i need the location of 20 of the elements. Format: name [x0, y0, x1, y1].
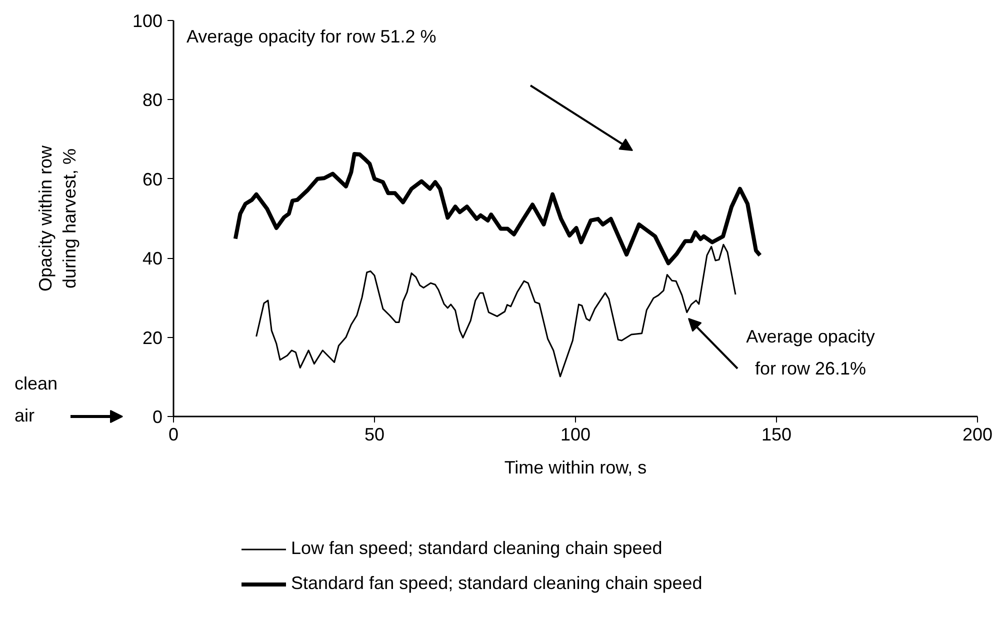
legend-label: Low fan speed; standard cleaning chain speed [291, 538, 662, 559]
annotation: Average opacity for row 26.1% [746, 326, 875, 378]
line-series [256, 244, 736, 378]
x-axis-title: Time within row, s [504, 458, 647, 478]
y-tick-label: 0 [152, 407, 163, 427]
y-tick-label: 60 [142, 169, 163, 190]
x-tick-label: 0 [168, 424, 179, 444]
y-tick-label: 20 [142, 328, 163, 348]
annotation: Average opacity for row 51.2 % [186, 26, 436, 46]
y-tick-label: 80 [142, 90, 163, 110]
y-tick-label: 40 [142, 248, 163, 269]
legend-label: Standard fan speed; standard cleaning chain speed [291, 573, 702, 594]
y-axis-title: Opacity within row during harvest, % [35, 144, 80, 292]
x-tick-label: 50 [364, 424, 385, 444]
y-tick-label: 100 [132, 11, 163, 31]
x-tick-label: 200 [962, 424, 993, 444]
x-tick-label: 150 [761, 424, 792, 444]
line-series [233, 152, 762, 266]
x-tick-label: 100 [560, 424, 591, 444]
text: clean air [14, 374, 58, 426]
